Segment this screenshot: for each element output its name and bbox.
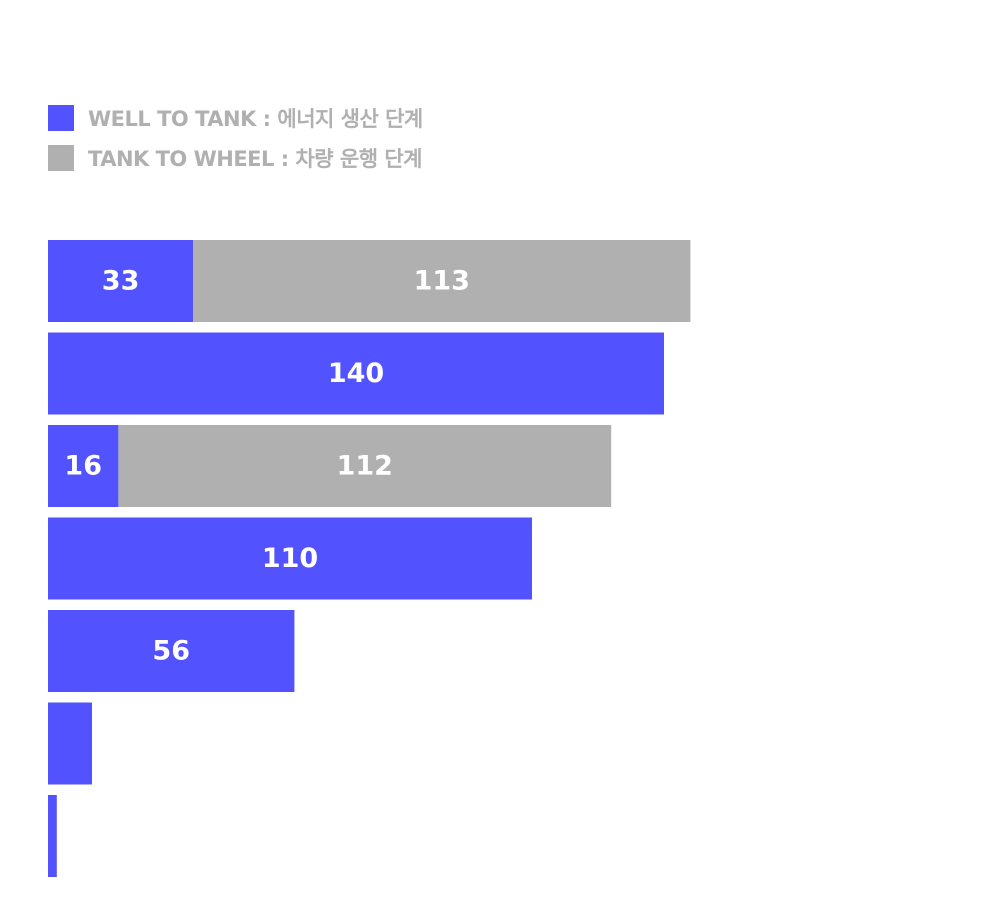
bar-well-to-tank-7 <box>48 795 57 877</box>
bar-value-label-well-to-tank-5: 56 <box>152 636 190 667</box>
legend-label-well-to-tank: WELL TO TANK : 에너지 생산 단계 <box>88 107 423 131</box>
legend-item-tank-to-wheel: TANK TO WHEEL : 차량 운행 단계 <box>48 145 423 171</box>
bar-well-to-tank-2 <box>48 332 664 415</box>
bar-tank-to-wheel-3 <box>118 425 612 507</box>
bar-well-to-tank-5 <box>48 610 295 692</box>
legend-item-well-to-tank: WELL TO TANK : 에너지 생산 단계 <box>48 105 423 131</box>
legend-label-tank-to-wheel: TANK TO WHEEL : 차량 운행 단계 <box>88 147 422 171</box>
bar-value-label-tank-to-wheel-1: 113 <box>414 266 470 297</box>
bar-value-label-well-to-tank-1: 33 <box>102 266 140 297</box>
chart-legend: WELL TO TANK : 에너지 생산 단계 TANK TO WHEEL :… <box>48 105 423 185</box>
bar-value-label-well-to-tank-4: 110 <box>262 543 318 574</box>
bar-well-to-tank-6 <box>48 702 92 785</box>
bar-value-label-well-to-tank-3: 16 <box>64 451 102 482</box>
legend-swatch-tank-to-wheel <box>48 145 74 171</box>
bar-well-to-tank-4 <box>48 517 532 600</box>
bar-value-label-well-to-tank-2: 140 <box>328 358 384 389</box>
legend-swatch-well-to-tank <box>48 105 74 131</box>
bar-value-label-tank-to-wheel-3: 112 <box>337 451 393 482</box>
bar-well-to-tank-3 <box>48 425 119 507</box>
bar-tank-to-wheel-1 <box>193 240 691 322</box>
bar-well-to-tank-1 <box>48 240 194 322</box>
